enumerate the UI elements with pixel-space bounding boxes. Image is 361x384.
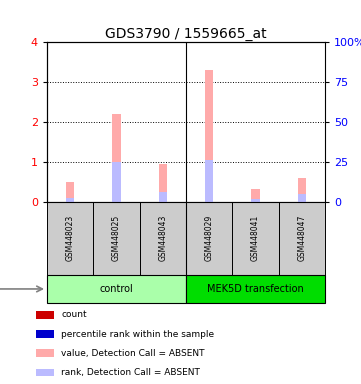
Bar: [140, 202, 186, 275]
Bar: [112, 162, 121, 202]
Bar: [93, 202, 140, 275]
Text: GSM448047: GSM448047: [297, 215, 306, 261]
Bar: [112, 114, 121, 202]
Text: GSM448029: GSM448029: [205, 215, 214, 261]
Bar: [158, 164, 167, 202]
Bar: [251, 199, 260, 202]
Text: count: count: [61, 310, 87, 319]
Text: GSM448043: GSM448043: [158, 215, 167, 261]
Bar: [205, 160, 213, 202]
Bar: [297, 178, 306, 202]
Bar: [279, 202, 325, 275]
Bar: [47, 275, 186, 303]
Bar: [158, 192, 167, 202]
Bar: [186, 202, 232, 275]
Text: GSM448041: GSM448041: [251, 215, 260, 261]
Text: control: control: [100, 284, 133, 294]
Text: percentile rank within the sample: percentile rank within the sample: [61, 329, 214, 339]
Bar: [36, 311, 54, 319]
Bar: [251, 189, 260, 202]
Bar: [36, 349, 54, 357]
Bar: [205, 70, 213, 202]
Text: GSM448023: GSM448023: [66, 215, 75, 261]
Text: rank, Detection Call = ABSENT: rank, Detection Call = ABSENT: [61, 368, 200, 377]
Text: value, Detection Call = ABSENT: value, Detection Call = ABSENT: [61, 349, 205, 358]
Text: GSM448025: GSM448025: [112, 215, 121, 261]
Bar: [66, 182, 74, 202]
Bar: [186, 275, 325, 303]
Bar: [47, 202, 93, 275]
Title: GDS3790 / 1559665_at: GDS3790 / 1559665_at: [105, 27, 267, 41]
Bar: [36, 330, 54, 338]
Text: MEK5D transfection: MEK5D transfection: [207, 284, 304, 294]
Bar: [297, 194, 306, 202]
Bar: [36, 369, 54, 376]
Bar: [66, 199, 74, 202]
Bar: [232, 202, 279, 275]
